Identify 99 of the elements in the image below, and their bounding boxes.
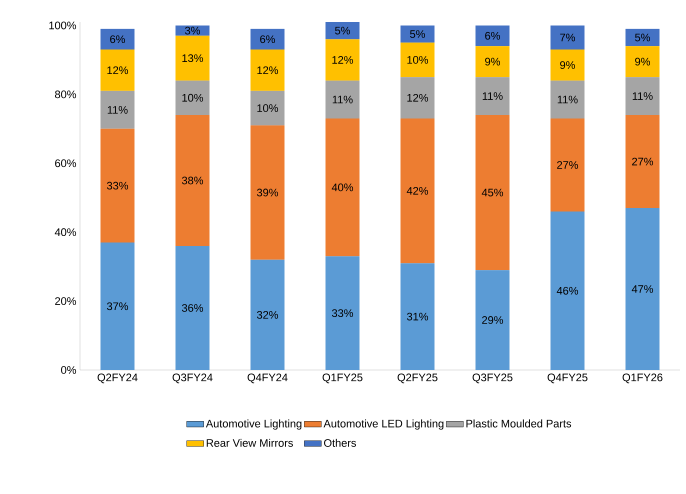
- bar: [476, 115, 510, 270]
- y-tick-label: 0%: [61, 366, 76, 374]
- bar: [100, 50, 134, 91]
- data-label: 37%: [106, 302, 128, 310]
- data-label: 12%: [332, 56, 354, 64]
- bar: [100, 28, 134, 50]
- legend-label: Rear View Mirrors: [206, 438, 293, 447]
- data-label: 31%: [406, 312, 428, 320]
- bar: [476, 77, 510, 116]
- bar: [400, 263, 435, 370]
- bar: [100, 242, 134, 370]
- bar: [176, 25, 210, 36]
- data-label: 12%: [107, 66, 128, 74]
- data-label: 46%: [556, 286, 578, 295]
- bar: [550, 118, 585, 212]
- bar: [400, 42, 435, 78]
- bar: [550, 212, 585, 370]
- data-label: 9%: [560, 61, 576, 69]
- bar: [550, 80, 585, 118]
- x-tick-label: Q3FY25: [472, 374, 512, 384]
- data-label: 13%: [182, 54, 204, 62]
- data-label: 39%: [256, 188, 278, 196]
- data-label: 45%: [482, 188, 504, 196]
- data-label: 11%: [108, 106, 128, 114]
- bar: [100, 90, 134, 129]
- data-label: 5%: [335, 26, 350, 34]
- bar: [326, 118, 360, 256]
- data-label: 40%: [332, 184, 354, 192]
- data-label: 11%: [632, 92, 653, 100]
- y-tick-label: 80%: [55, 90, 76, 98]
- x-tick-label: Q1FY25: [322, 374, 362, 384]
- data-label: 10%: [182, 94, 204, 102]
- data-label: 11%: [482, 92, 503, 100]
- data-label: 42%: [406, 186, 428, 195]
- bar: [626, 46, 660, 78]
- data-label: 11%: [332, 96, 353, 104]
- data-label: 9%: [485, 58, 500, 66]
- bar: [476, 25, 510, 46]
- bar: [476, 46, 510, 78]
- bar: [626, 208, 660, 370]
- y-tick-label: 60%: [55, 159, 76, 168]
- bar: [176, 80, 210, 116]
- bar: [176, 246, 210, 370]
- data-label: 38%: [182, 176, 204, 184]
- data-label: 29%: [482, 316, 504, 324]
- x-tick-label: Q4FY24: [248, 374, 288, 384]
- y-tick-label: 20%: [55, 297, 76, 305]
- x-tick-label: Q1FY26: [622, 374, 662, 384]
- bar: [176, 115, 210, 246]
- x-tick-label: Q4FY25: [548, 374, 588, 384]
- bar: [326, 39, 360, 81]
- bar: [400, 77, 435, 118]
- bar: [626, 77, 660, 116]
- data-label: 6%: [110, 35, 126, 44]
- data-label: 5%: [410, 30, 426, 38]
- legend-label: Automotive Lighting: [206, 419, 302, 430]
- x-tick-label: Q2FY24: [98, 374, 138, 384]
- bar: [400, 118, 435, 264]
- data-label: 7%: [560, 34, 576, 42]
- bar: [326, 80, 360, 118]
- data-label: 47%: [632, 285, 654, 293]
- bar: [176, 36, 210, 81]
- data-label: 32%: [256, 311, 278, 319]
- bar: [250, 260, 285, 370]
- bar: [250, 28, 285, 50]
- data-label: 12%: [407, 94, 428, 102]
- bar: [626, 28, 660, 46]
- data-label: 11%: [558, 96, 578, 104]
- bar: [626, 115, 660, 208]
- data-label: 27%: [632, 158, 654, 166]
- data-label: 33%: [332, 309, 354, 318]
- data-label: 6%: [260, 35, 276, 44]
- data-label: 33%: [106, 182, 128, 190]
- bar: [250, 90, 285, 126]
- bar: [400, 25, 435, 43]
- bar: [550, 25, 585, 50]
- bar: [476, 270, 510, 370]
- bar: [550, 50, 585, 81]
- data-label: 27%: [557, 161, 578, 169]
- y-tick-label: 100%: [49, 22, 76, 30]
- x-tick-label: Q2FY25: [398, 374, 438, 384]
- bar: [100, 128, 134, 243]
- bar: [250, 50, 285, 91]
- data-label: 36%: [182, 304, 204, 312]
- data-label: 9%: [635, 58, 650, 66]
- legend-label: Plastic Moulded Parts: [466, 419, 572, 428]
- x-tick-label: Q3FY24: [172, 374, 213, 384]
- bar: [250, 125, 285, 260]
- data-label: 10%: [257, 104, 278, 112]
- data-label: 5%: [635, 34, 650, 42]
- data-label: 10%: [407, 56, 428, 64]
- y-tick-label: 40%: [54, 228, 76, 236]
- legend-label: Automotive LED Lighting: [324, 419, 444, 430]
- bar: [326, 256, 360, 370]
- legend-label: Others: [324, 438, 356, 447]
- data-label: 12%: [257, 66, 278, 74]
- data-label: 6%: [485, 32, 500, 40]
- bar: [326, 22, 360, 40]
- data-label: 3%: [185, 26, 200, 34]
